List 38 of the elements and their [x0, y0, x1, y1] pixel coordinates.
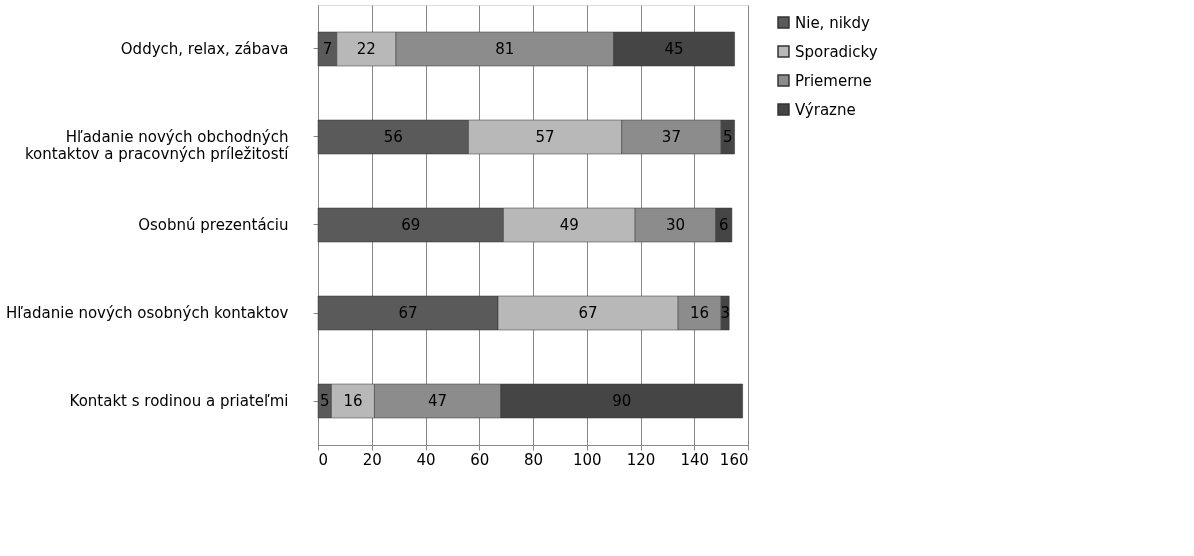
data-label: 6 — [719, 216, 729, 234]
data-label: 5 — [723, 128, 733, 146]
y-tick-label: Osobnú prezentáciu — [138, 216, 289, 234]
y-tick-label: Oddych, relax, zábava — [120, 40, 289, 58]
legend-label: Sporadicky — [795, 42, 878, 61]
data-label: 67 — [578, 304, 598, 322]
x-tick-label: 40 — [416, 450, 436, 469]
data-label: 69 — [401, 216, 421, 234]
data-label: 57 — [535, 128, 555, 146]
x-tick-label: 100 — [572, 450, 602, 469]
data-label: 47 — [428, 392, 448, 410]
data-label: 7 — [322, 40, 333, 58]
x-tick-label: 0 — [318, 450, 329, 469]
legend-label: Nie, nikdy — [795, 13, 871, 32]
x-tick-label: 60 — [470, 450, 490, 469]
data-label: 49 — [559, 216, 579, 234]
data-label: 30 — [665, 216, 685, 234]
legend-label: Výrazne — [795, 100, 856, 119]
data-label: 56 — [383, 128, 403, 146]
x-tick-label: 160 — [719, 450, 749, 469]
y-tick-label: Hľadanie nových obchodných kontaktov a pracovných príležitostí — [24, 128, 290, 163]
data-label: 90 — [612, 392, 632, 410]
data-label: 37 — [661, 128, 681, 146]
x-tick-label: 20 — [362, 450, 382, 469]
data-label: 22 — [356, 40, 376, 58]
y-tick-label: Kontakt s rodinou a priateľmi — [69, 392, 289, 410]
data-label: 5 — [319, 392, 330, 410]
data-label: 16 — [343, 392, 363, 410]
y-tick-label: Hľadanie nových osobných kontaktov — [5, 304, 289, 322]
legend-label: Priemerne — [795, 71, 872, 90]
data-label: 16 — [690, 304, 710, 322]
data-label: 67 — [398, 304, 418, 322]
x-tick-label: 140 — [680, 450, 710, 469]
data-label: 3 — [720, 304, 730, 322]
data-label: 45 — [664, 40, 684, 58]
data-label: 81 — [495, 40, 515, 58]
x-tick-label: 80 — [523, 450, 544, 469]
x-tick-label: 120 — [626, 450, 656, 469]
